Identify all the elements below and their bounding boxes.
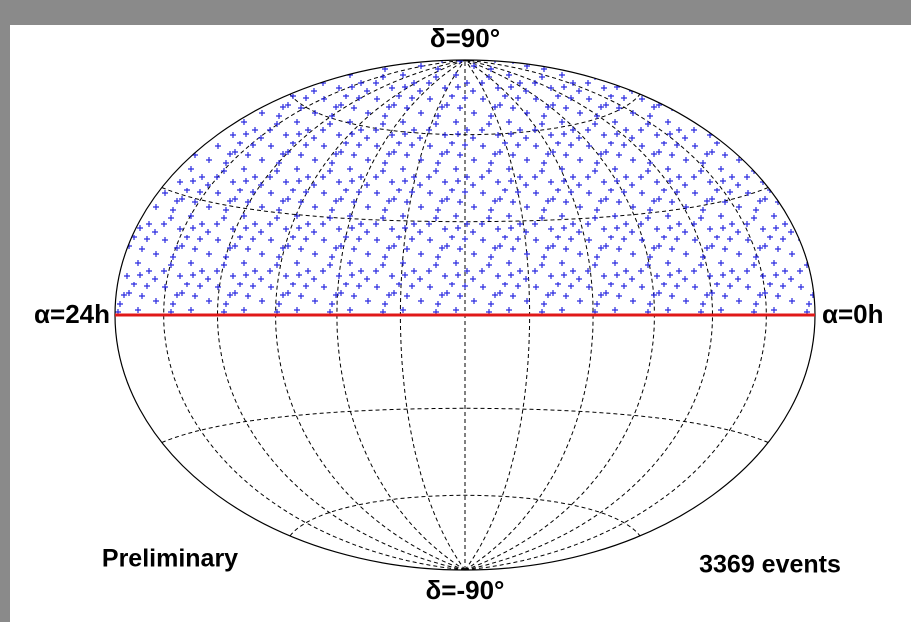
right-edge-label: α=0h: [822, 299, 884, 329]
north-pole-label: δ=90°: [430, 23, 500, 53]
left-edge-label: α=24h: [34, 299, 110, 329]
event-count-annotation: 3369 events: [699, 551, 841, 579]
south-pole-label: δ=-90°: [426, 575, 505, 605]
grid-line: [216, 59, 466, 571]
status-annotation: Preliminary: [102, 545, 238, 573]
grid-line: [289, 494, 641, 537]
grid-line: [464, 59, 714, 571]
grid-line: [161, 407, 769, 443]
